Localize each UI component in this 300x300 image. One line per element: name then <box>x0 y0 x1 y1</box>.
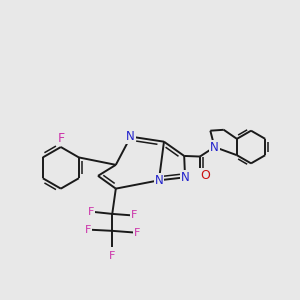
Text: F: F <box>57 132 64 145</box>
Text: F: F <box>109 250 116 260</box>
Text: F: F <box>134 228 140 238</box>
Text: O: O <box>200 169 210 182</box>
Text: N: N <box>126 130 135 143</box>
Text: F: F <box>88 207 94 217</box>
Text: F: F <box>130 210 137 220</box>
Text: N: N <box>154 174 163 187</box>
Text: N: N <box>181 171 189 184</box>
Text: N: N <box>210 140 219 154</box>
Text: F: F <box>84 225 91 235</box>
